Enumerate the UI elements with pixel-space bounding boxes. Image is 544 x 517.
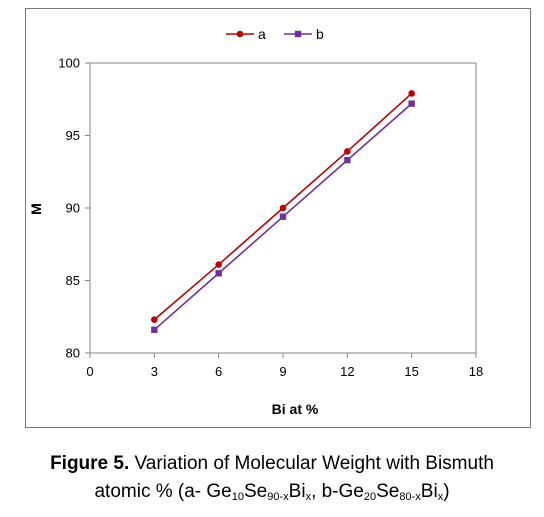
data-point-a xyxy=(215,261,222,268)
x-tick-label: 9 xyxy=(279,364,286,379)
y-tick-label: 100 xyxy=(58,56,80,71)
legend-marker-b xyxy=(294,30,302,38)
caption-l2-t4: , b-Ge xyxy=(311,481,364,502)
caption-line-1: Figure 5. Variation of Molecular Weight … xyxy=(0,450,544,478)
caption-line-2: atomic % (a- Ge10Se90-xBix, b-Ge20Se80-x… xyxy=(0,478,544,506)
data-point-a xyxy=(344,148,351,155)
caption-l2-t5: Se xyxy=(376,481,400,502)
y-tick-label: 95 xyxy=(66,128,80,143)
y-axis-title: M xyxy=(28,203,44,215)
caption-l2-t6: Bi xyxy=(420,481,438,502)
x-tick-label: 3 xyxy=(151,364,158,379)
caption-l2-t7: ) xyxy=(443,481,450,502)
x-tick-label: 15 xyxy=(404,364,418,379)
caption-l2-t3: Bi xyxy=(288,481,306,502)
legend-label-b: b xyxy=(316,26,324,42)
data-point-b xyxy=(279,213,287,220)
caption-figure-label: Figure 5. xyxy=(50,453,130,474)
caption-l2-sub6: x xyxy=(437,491,444,503)
caption-l2-sub5: 80-x xyxy=(399,491,421,503)
legend-label-a: a xyxy=(258,26,266,42)
caption-l2-sub2: 90-x xyxy=(267,491,289,503)
data-point-b xyxy=(344,156,351,164)
caption-l2-t2: Se xyxy=(244,481,268,502)
data-point-b xyxy=(151,326,158,333)
caption-line1-text: Variation of Molecular Weight with Bismu… xyxy=(129,453,494,474)
x-tick-label: 18 xyxy=(469,364,483,379)
legend-marker-a xyxy=(236,30,244,38)
y-tick-label: 80 xyxy=(66,346,80,361)
data-point-a xyxy=(279,204,287,212)
caption-l2-prefix: atomic % (a- Ge xyxy=(94,481,232,502)
data-point-b xyxy=(408,100,415,107)
x-axis-title: Bi at % xyxy=(272,401,319,417)
y-tick-label: 85 xyxy=(66,273,80,288)
x-tick-label: 6 xyxy=(215,364,222,379)
figure-caption: Figure 5. Variation of Molecular Weight … xyxy=(0,450,544,506)
caption-l2-sub3: x xyxy=(305,491,312,503)
x-tick-label: 12 xyxy=(340,364,354,379)
data-point-b xyxy=(215,270,222,277)
caption-l2-sub4: 20 xyxy=(363,491,377,503)
chart-svg: 80 85 90 95 100 0 3 6 9 12 15 18 Bi at % Ma b xyxy=(28,26,483,417)
data-point-a xyxy=(408,90,415,97)
data-point-a xyxy=(151,316,158,323)
y-tick-label: 90 xyxy=(66,201,80,216)
caption-l2-sub1: 10 xyxy=(231,491,244,503)
x-tick-label: 0 xyxy=(86,364,93,379)
